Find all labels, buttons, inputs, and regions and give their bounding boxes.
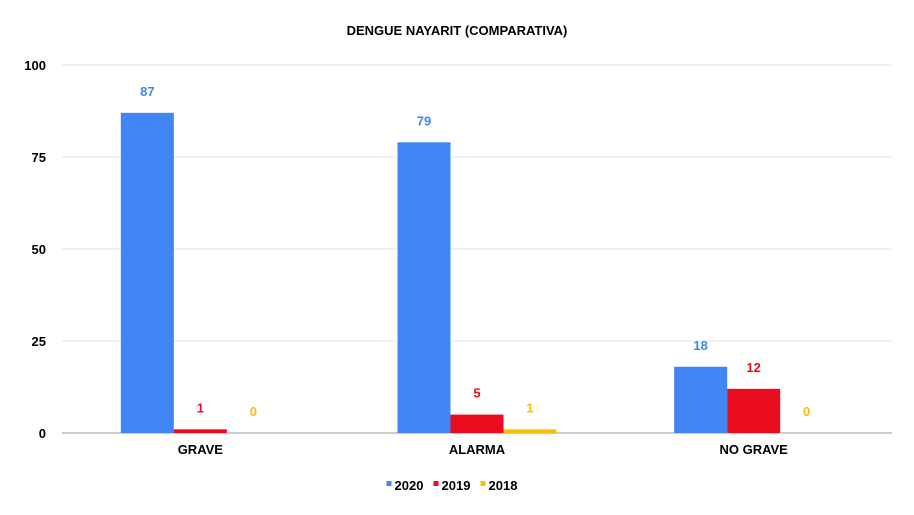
data-label: 79 xyxy=(417,113,431,128)
y-tick-label: 25 xyxy=(32,334,46,349)
data-label: 1 xyxy=(526,400,533,415)
x-tick-label: ALARMA xyxy=(449,442,506,457)
bar-2019-no-grave xyxy=(727,388,781,433)
legend-label: 2018 xyxy=(489,478,518,493)
bar-2018-alarma xyxy=(503,429,557,433)
legend: 2020 2019 2018 xyxy=(386,478,518,493)
legend-swatch xyxy=(433,481,439,486)
data-label: 18 xyxy=(693,338,707,353)
chart-title: DENGUE NAYARIT (COMPARATIVA) xyxy=(347,23,568,38)
y-axis: 0 25 50 75 100 xyxy=(24,58,46,441)
legend-label: 2019 xyxy=(442,478,471,493)
x-tick-label: GRAVE xyxy=(178,442,224,457)
legend-swatch xyxy=(480,481,486,486)
data-label: 1 xyxy=(197,400,204,415)
data-label: 12 xyxy=(746,360,760,375)
legend-label: 2020 xyxy=(395,478,424,493)
legend-swatch xyxy=(386,481,392,486)
gridlines xyxy=(62,64,892,434)
x-tick-label: NO GRAVE xyxy=(719,442,788,457)
data-label: 0 xyxy=(250,404,257,419)
bars xyxy=(120,112,781,433)
y-tick-label: 100 xyxy=(24,58,46,73)
bar-2020-alarma xyxy=(397,142,451,433)
y-tick-label: 50 xyxy=(32,242,46,257)
data-label: 5 xyxy=(473,386,480,401)
bar-2019-alarma xyxy=(450,414,504,433)
bar-2020-grave xyxy=(120,112,174,433)
x-axis: GRAVE ALARMA NO GRAVE xyxy=(178,442,788,457)
data-label: 0 xyxy=(803,404,810,419)
y-tick-label: 0 xyxy=(39,426,46,441)
data-labels: 87 1 0 79 5 1 18 12 0 xyxy=(140,84,810,419)
data-label: 87 xyxy=(140,84,154,99)
y-tick-label: 75 xyxy=(32,150,46,165)
bar-2019-grave xyxy=(173,429,227,433)
bar-2020-no-grave xyxy=(674,366,728,433)
